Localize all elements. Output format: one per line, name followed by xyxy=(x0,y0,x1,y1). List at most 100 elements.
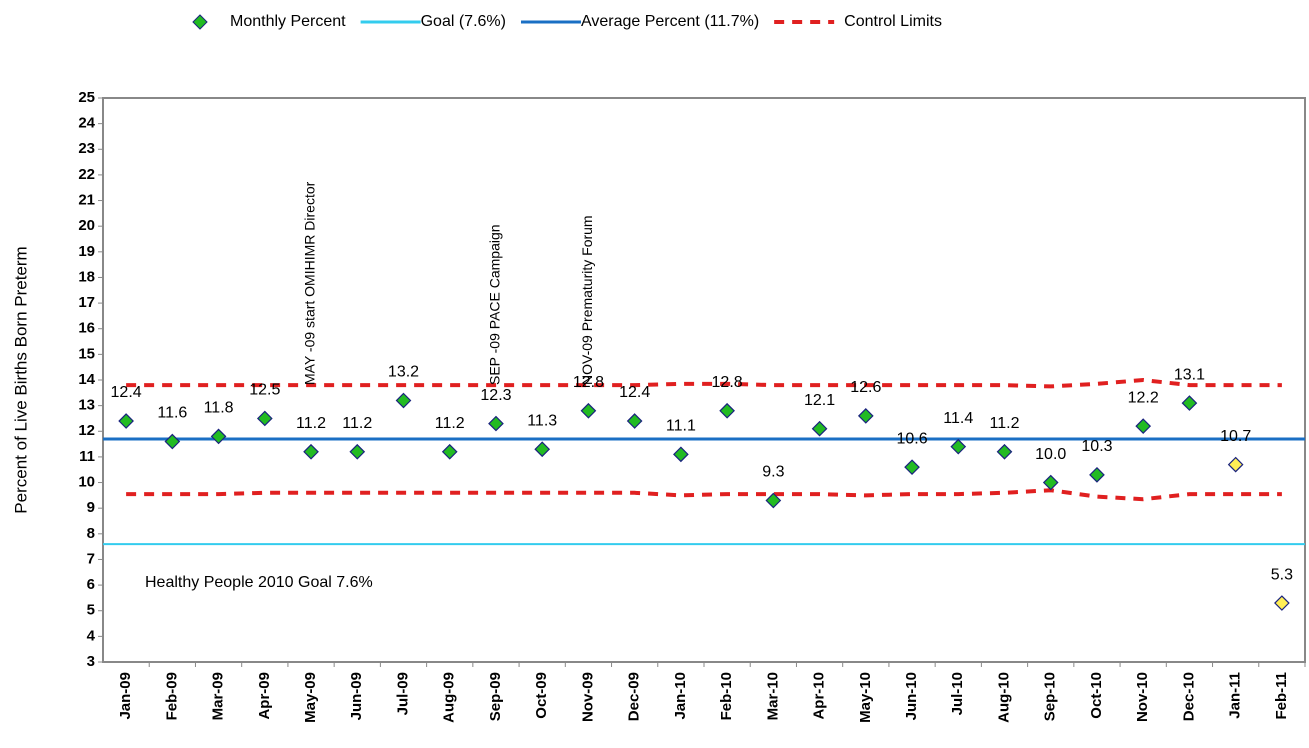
y-tick-label: 7 xyxy=(87,550,95,567)
y-tick-label: 16 xyxy=(78,320,95,337)
value-label: 11.8 xyxy=(204,400,234,417)
value-label: 11.4 xyxy=(943,410,973,427)
legend-label: Average Percent (11.7%) xyxy=(581,13,759,30)
x-tick-label: Feb-09 xyxy=(163,672,180,720)
data-point xyxy=(118,413,134,429)
y-axis-label: Percent of Live Births Born Preterm xyxy=(11,246,30,513)
x-tick-label: Jul-09 xyxy=(394,672,411,715)
value-label: 10.6 xyxy=(896,430,927,447)
legend-label: Monthly Percent xyxy=(230,13,346,30)
x-tick-label: Dec-10 xyxy=(1180,672,1197,721)
data-point xyxy=(441,443,458,460)
annotation: NOV-09 Prematurity Forum xyxy=(579,215,595,385)
data-point xyxy=(580,402,597,419)
value-label: 12.3 xyxy=(480,387,511,404)
value-label: 10.3 xyxy=(1081,438,1112,455)
value-label: 11.2 xyxy=(435,415,465,432)
goal-note: Healthy People 2010 Goal 7.6% xyxy=(145,574,373,591)
y-tick-label: 18 xyxy=(78,268,95,285)
y-tick-label: 19 xyxy=(78,243,95,260)
data-point xyxy=(1042,474,1059,491)
data-point xyxy=(626,413,643,429)
x-tick-label: May-09 xyxy=(302,672,319,723)
value-label: 13.1 xyxy=(1174,366,1205,383)
value-label: 11.2 xyxy=(990,415,1020,432)
x-tick-label: Oct-09 xyxy=(533,672,550,719)
legend-label: Control Limits xyxy=(844,13,942,30)
value-label: 11.2 xyxy=(342,415,372,432)
x-tick-label: Apr-09 xyxy=(256,672,273,720)
data-point xyxy=(164,433,181,450)
x-tick-label: May-10 xyxy=(857,672,874,723)
y-tick-label: 10 xyxy=(78,474,95,491)
value-label: 12.4 xyxy=(619,384,650,401)
data-point xyxy=(857,408,874,424)
data-point xyxy=(1089,467,1105,483)
control-limit xyxy=(126,377,1282,389)
y-tick-label: 8 xyxy=(87,525,95,542)
data-point xyxy=(673,446,689,463)
x-tick-label: Aug-10 xyxy=(995,672,1012,723)
data-point xyxy=(1135,418,1152,434)
x-tick-label: Feb-10 xyxy=(718,672,735,720)
x-tick-label: Dec-09 xyxy=(626,672,643,721)
y-tick-label: 13 xyxy=(78,397,95,414)
y-tick-label: 4 xyxy=(87,627,96,644)
data-point xyxy=(303,443,319,460)
data-point xyxy=(950,438,967,455)
legend-marker xyxy=(192,14,208,30)
x-tick-label: Sep-10 xyxy=(1042,672,1059,721)
value-label: 11.1 xyxy=(666,418,696,435)
data-point xyxy=(996,443,1013,460)
data-point xyxy=(256,410,273,427)
value-label: 12.1 xyxy=(804,392,835,409)
x-tick-label: Jan-11 xyxy=(1227,672,1244,719)
x-tick-label: Jan-10 xyxy=(672,672,689,720)
y-tick-label: 6 xyxy=(87,576,95,593)
data-point xyxy=(1274,595,1290,611)
legend-label: Goal (7.6%) xyxy=(421,13,506,30)
x-tick-label: Apr-10 xyxy=(811,672,828,720)
value-label: 11.3 xyxy=(527,412,557,429)
x-tick-label: Nov-09 xyxy=(579,672,596,722)
x-tick-label: Jan-09 xyxy=(117,672,134,720)
x-tick-label: Jun-09 xyxy=(348,672,365,720)
data-point xyxy=(1227,456,1244,473)
value-label: 12.6 xyxy=(850,379,881,396)
y-tick-label: 11 xyxy=(79,448,95,465)
value-label: 10.0 xyxy=(1035,446,1066,463)
value-label: 11.2 xyxy=(296,415,326,432)
y-tick-label: 25 xyxy=(78,89,95,106)
x-tick-label: Jun-10 xyxy=(903,672,920,720)
value-label: 9.3 xyxy=(762,464,784,481)
y-tick-label: 3 xyxy=(87,653,95,670)
value-label: 13.2 xyxy=(388,364,419,381)
x-tick-label: Mar-10 xyxy=(764,672,781,720)
y-tick-label: 15 xyxy=(78,345,95,362)
y-tick-label: 24 xyxy=(78,115,95,132)
data-point xyxy=(904,459,920,476)
value-label: 10.7 xyxy=(1220,428,1251,445)
data-point xyxy=(719,402,735,419)
y-tick-label: 14 xyxy=(78,371,95,388)
y-tick-label: 23 xyxy=(78,140,95,157)
y-tick-label: 22 xyxy=(78,166,95,183)
data-point xyxy=(1181,395,1198,411)
value-label: 12.8 xyxy=(712,374,743,391)
y-tick-label: 21 xyxy=(78,192,95,209)
data-point xyxy=(811,420,828,437)
data-point xyxy=(534,441,551,458)
x-tick-label: Sep-09 xyxy=(487,672,504,721)
y-tick-label: 5 xyxy=(87,602,95,619)
data-point xyxy=(765,492,782,509)
x-tick-label: Feb-11 xyxy=(1273,672,1290,720)
x-tick-label: Oct-10 xyxy=(1088,672,1105,719)
value-label: 11.6 xyxy=(157,405,187,422)
y-tick-label: 20 xyxy=(78,217,95,234)
x-tick-label: Aug-09 xyxy=(441,672,458,723)
y-tick-label: 12 xyxy=(78,422,95,439)
x-tick-label: Nov-10 xyxy=(1134,672,1151,722)
value-label: 12.5 xyxy=(249,382,280,399)
data-point xyxy=(395,392,412,409)
